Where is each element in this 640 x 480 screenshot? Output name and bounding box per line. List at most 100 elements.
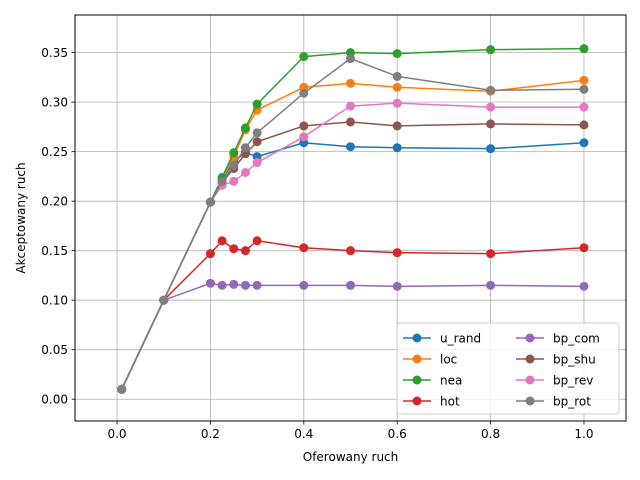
data-point bbox=[579, 120, 589, 130]
y-tick-label: 0.05 bbox=[41, 343, 68, 357]
legend-marker bbox=[412, 354, 422, 364]
data-point bbox=[392, 49, 402, 59]
legend-item: bp_rev bbox=[516, 373, 593, 387]
data-point bbox=[579, 75, 589, 85]
legend-label: nea bbox=[440, 373, 462, 387]
data-point bbox=[299, 132, 309, 142]
data-point bbox=[392, 121, 402, 131]
data-point bbox=[252, 158, 262, 168]
x-tick-label: 0.8 bbox=[481, 427, 500, 441]
data-point bbox=[346, 280, 355, 290]
legend-label: bp_rev bbox=[553, 373, 593, 387]
legend-marker bbox=[525, 354, 535, 364]
data-point bbox=[217, 236, 227, 246]
data-point bbox=[252, 99, 262, 109]
data-point bbox=[486, 102, 496, 112]
series-line bbox=[121, 57, 584, 390]
data-point bbox=[240, 143, 250, 153]
legend-label: hot bbox=[440, 394, 460, 408]
data-point bbox=[346, 117, 355, 127]
data-point bbox=[392, 71, 402, 81]
legend-item: u_rand bbox=[403, 331, 481, 345]
data-point bbox=[229, 148, 239, 158]
legend-marker bbox=[412, 375, 422, 385]
data-point bbox=[217, 280, 227, 290]
legend-item: bp_com bbox=[516, 331, 600, 345]
data-point bbox=[392, 82, 402, 92]
data-point bbox=[252, 280, 262, 290]
legend-label: bp_com bbox=[553, 331, 600, 345]
data-point bbox=[392, 281, 402, 291]
data-point bbox=[346, 246, 355, 256]
legend-label: bp_shu bbox=[553, 352, 596, 366]
data-point bbox=[205, 278, 215, 288]
y-tick-label: 0.10 bbox=[41, 293, 68, 307]
series-bp-rot bbox=[117, 54, 589, 394]
data-point bbox=[486, 280, 496, 290]
data-point bbox=[392, 98, 402, 108]
legend-marker bbox=[525, 396, 535, 406]
y-tick-label: 0.35 bbox=[41, 46, 68, 60]
x-tick-label: 1.0 bbox=[574, 427, 593, 441]
data-point bbox=[205, 249, 215, 259]
plot-frame bbox=[74, 14, 627, 422]
data-point bbox=[392, 248, 402, 258]
y-tick-label: 0.00 bbox=[41, 393, 68, 407]
data-point bbox=[579, 138, 589, 148]
legend-item: nea bbox=[403, 373, 462, 387]
series-line bbox=[121, 240, 585, 390]
data-point bbox=[579, 44, 589, 54]
x-tick-label: 0.6 bbox=[388, 427, 407, 441]
data-point bbox=[252, 137, 262, 147]
data-point bbox=[486, 119, 496, 129]
data-point bbox=[392, 143, 402, 153]
data-point bbox=[486, 45, 496, 55]
legend-label: bp_rot bbox=[553, 394, 591, 408]
legend-marker bbox=[525, 333, 535, 343]
ticks: 0.0 0.2 0.4 0.6 0.8 1.0 0.00 0.05 0.10 0.15 0.20 0.… bbox=[41, 46, 593, 441]
data-point bbox=[299, 52, 309, 62]
legend-item: bp_rot bbox=[516, 394, 591, 408]
data-point bbox=[346, 78, 355, 88]
y-tick-label: 0.30 bbox=[41, 95, 68, 109]
data-point bbox=[579, 102, 589, 112]
series-layer bbox=[117, 44, 589, 394]
y-tick-label: 0.20 bbox=[41, 194, 68, 208]
legend-item: bp_shu bbox=[516, 352, 596, 366]
x-axis-label: Oferowany ruch bbox=[303, 450, 399, 464]
data-point bbox=[229, 279, 239, 289]
data-point bbox=[252, 128, 262, 138]
data-point bbox=[240, 123, 250, 133]
data-point bbox=[486, 85, 496, 95]
y-axis-label: Akceptowany ruch bbox=[14, 162, 28, 273]
data-point bbox=[346, 142, 355, 152]
data-point bbox=[579, 281, 589, 291]
data-point bbox=[299, 243, 309, 253]
legend-label: loc bbox=[440, 352, 457, 366]
legend-item: hot bbox=[403, 394, 460, 408]
data-point bbox=[159, 295, 169, 305]
data-point bbox=[299, 280, 309, 290]
data-point bbox=[117, 384, 127, 394]
legend-marker bbox=[525, 375, 535, 385]
data-point bbox=[229, 161, 239, 171]
legend-item: loc bbox=[403, 352, 457, 366]
y-tick-label: 0.15 bbox=[41, 244, 68, 258]
data-point bbox=[486, 249, 496, 259]
data-point bbox=[346, 54, 355, 64]
data-point bbox=[299, 121, 309, 131]
data-point bbox=[579, 84, 589, 94]
x-tick-label: 0.0 bbox=[107, 427, 126, 441]
legend-marker bbox=[412, 396, 422, 406]
legend-marker bbox=[412, 333, 422, 343]
data-point bbox=[240, 280, 250, 290]
x-tick-label: 0.4 bbox=[294, 427, 313, 441]
series-line bbox=[121, 282, 584, 390]
y-tick-label: 0.25 bbox=[41, 145, 68, 159]
x-tick-label: 0.2 bbox=[201, 427, 220, 441]
data-point bbox=[346, 101, 355, 111]
data-point bbox=[229, 244, 239, 254]
data-point bbox=[229, 176, 239, 186]
